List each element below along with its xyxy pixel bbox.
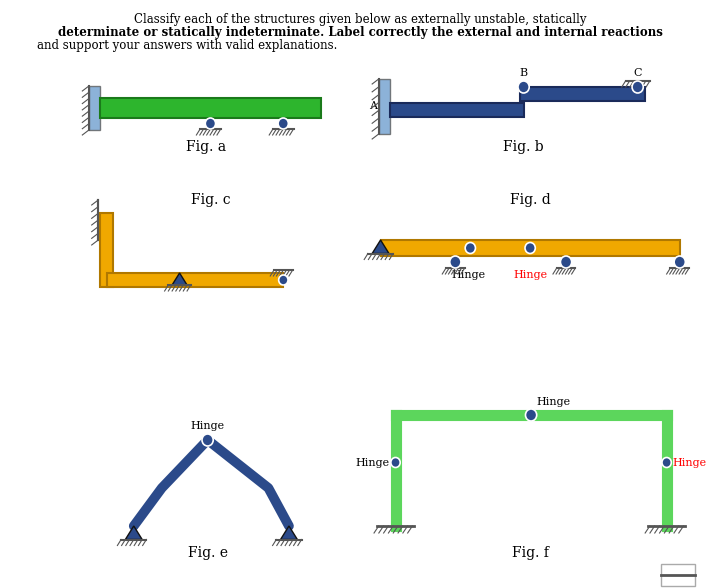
Text: Hinge: Hinge <box>191 421 225 431</box>
Polygon shape <box>125 526 142 540</box>
Text: Hinge: Hinge <box>672 457 706 467</box>
Circle shape <box>278 118 289 129</box>
Polygon shape <box>372 240 389 253</box>
Text: Fig. b: Fig. b <box>503 140 544 154</box>
Text: Fig. c: Fig. c <box>191 193 230 207</box>
Circle shape <box>526 409 536 421</box>
Circle shape <box>465 242 475 253</box>
Text: Hinge: Hinge <box>451 270 485 280</box>
Circle shape <box>674 256 685 268</box>
Bar <box>100 213 113 287</box>
Text: A: A <box>369 101 377 111</box>
Text: Hinge: Hinge <box>536 397 571 407</box>
Text: Fig. e: Fig. e <box>188 546 228 560</box>
Bar <box>100 98 320 118</box>
Circle shape <box>450 256 461 268</box>
Text: Hinge: Hinge <box>513 270 547 280</box>
Bar <box>107 273 284 287</box>
Bar <box>390 103 523 117</box>
Bar <box>381 240 680 256</box>
Bar <box>661 564 695 586</box>
Circle shape <box>518 81 529 93</box>
Circle shape <box>279 275 288 285</box>
Text: Fig. d: Fig. d <box>510 193 551 207</box>
Text: C: C <box>634 68 642 78</box>
Text: B: B <box>520 68 528 78</box>
Bar <box>520 87 645 101</box>
Text: Hinge: Hinge <box>356 457 390 467</box>
Circle shape <box>391 457 400 467</box>
Text: Classify each of the structures given below as externally unstable, statically: Classify each of the structures given be… <box>134 13 586 26</box>
Text: Fig. a: Fig. a <box>186 140 226 154</box>
Polygon shape <box>281 526 297 540</box>
Circle shape <box>662 457 671 467</box>
Circle shape <box>632 81 643 93</box>
Circle shape <box>202 434 213 446</box>
Text: Fig. f: Fig. f <box>512 546 549 560</box>
Polygon shape <box>172 273 187 285</box>
Circle shape <box>205 118 215 129</box>
Bar <box>89 86 100 130</box>
Text: determinate or statically indeterminate. Label correctly the external and intern: determinate or statically indeterminate.… <box>58 26 662 39</box>
Bar <box>379 79 390 134</box>
Circle shape <box>560 256 572 268</box>
Text: and support your answers with valid explanations.: and support your answers with valid expl… <box>37 39 337 52</box>
Circle shape <box>525 242 535 253</box>
